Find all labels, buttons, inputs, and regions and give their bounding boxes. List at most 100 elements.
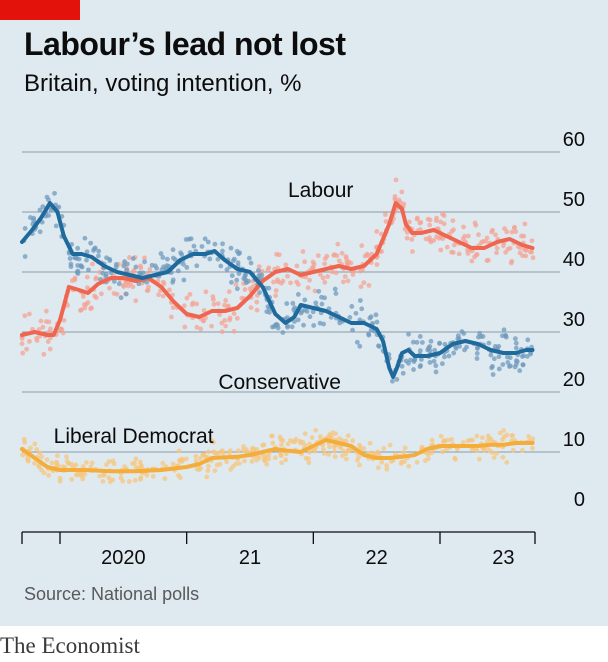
labour-poll-dot	[156, 292, 161, 298]
libdem-poll-dot	[313, 427, 319, 433]
labour-poll-dot	[283, 262, 289, 268]
labour-poll-dot	[322, 261, 328, 267]
labour-poll-dot	[24, 346, 30, 352]
labour-trend-line	[20, 201, 535, 337]
libdem-poll-dot	[500, 454, 506, 460]
libdem-poll-dot	[474, 433, 480, 439]
libdem-poll-dot	[106, 475, 112, 481]
labour-poll-dot	[84, 274, 90, 280]
libdem-poll-dot	[367, 440, 373, 446]
labour-poll-dot	[248, 305, 254, 311]
labour-poll-dot	[428, 239, 434, 245]
labour-poll-dot	[358, 284, 364, 290]
labour-poll-dot	[509, 229, 515, 235]
labour-poll-dot	[417, 227, 423, 232]
conservative-poll-dot	[313, 300, 319, 306]
labour-poll-dot	[479, 240, 484, 245]
conservative-poll-dot	[521, 353, 526, 359]
libdem-poll-dot	[309, 435, 315, 440]
libdem-poll-dot	[526, 434, 532, 439]
conservative-poll-dot	[27, 215, 33, 220]
conservative-poll-dot	[411, 359, 417, 364]
labour-poll-dot	[335, 241, 341, 247]
libdem-poll-dot	[332, 454, 338, 460]
labour-poll-dot	[259, 268, 265, 274]
libdem-poll-dot	[254, 447, 260, 452]
labour-poll-dot	[294, 279, 300, 285]
conservative-poll-dot	[417, 334, 423, 339]
labour-poll-dot	[476, 232, 481, 238]
labour-poll-dot	[147, 267, 153, 272]
labour-poll-dot	[417, 220, 423, 226]
conservative-poll-dot	[500, 333, 505, 339]
labour-poll-dot	[20, 350, 26, 356]
libdem-poll-dot	[200, 452, 205, 458]
y-tick-label: 60	[563, 129, 585, 151]
conservative-poll-dot	[439, 361, 445, 367]
x-tick-label: 2020	[101, 547, 146, 569]
libdem-poll-dot	[298, 440, 304, 446]
libdem-poll-dot	[439, 449, 445, 455]
labour-poll-dot	[231, 311, 237, 316]
labour-poll-dot	[528, 249, 533, 255]
libdem-poll-dot	[473, 446, 479, 452]
labour-poll-dot	[517, 250, 523, 256]
libdem-poll-dot	[242, 458, 247, 464]
libdem-poll-dot	[32, 460, 37, 466]
labour-poll-dot	[392, 196, 398, 202]
conservative-poll-dot	[234, 286, 240, 292]
labour-poll-dot	[233, 282, 239, 287]
conservative-poll-dot	[419, 340, 425, 345]
labour-poll-dot	[58, 326, 63, 332]
libdem-poll-dot	[530, 436, 536, 442]
conservative-poll-dot	[354, 339, 360, 345]
libdem-poll-dot	[46, 472, 52, 478]
conservative-poll-dot	[228, 245, 234, 251]
conservative-poll-dot	[37, 207, 43, 213]
conservative-poll-dot	[292, 305, 298, 311]
conservative-poll-dot	[507, 355, 513, 361]
conservative-poll-dot	[118, 295, 124, 301]
conservative-poll-dot	[525, 337, 531, 343]
labour-poll-dot	[217, 312, 223, 317]
labour-poll-dot	[194, 301, 200, 307]
conservative-poll-dot	[357, 343, 363, 349]
labour-poll-dot	[34, 338, 40, 343]
conservative-poll-dot	[40, 204, 46, 210]
conservative-poll-dot	[373, 312, 379, 318]
libdem-poll-dot	[486, 436, 492, 442]
conservative-poll-dot	[183, 237, 189, 242]
libdem-trend-line	[20, 438, 535, 474]
labour-poll-dot	[339, 250, 345, 256]
conservative-poll-dot	[451, 350, 457, 356]
labour-poll-dot	[305, 285, 311, 291]
conservative-poll-dot	[228, 279, 234, 285]
libdem-poll-dot	[332, 448, 338, 454]
labour-poll-dot	[451, 227, 456, 233]
labour-poll-dot	[508, 260, 514, 266]
libdem-poll-dot	[530, 445, 535, 451]
conservative-poll-dot	[124, 261, 130, 267]
conservative-poll-dot	[82, 235, 88, 241]
conservative-poll-dot	[188, 236, 194, 242]
conservative-poll-dot	[446, 353, 452, 359]
conservative-poll-dot	[456, 336, 462, 341]
conservative-poll-dot	[124, 267, 129, 273]
libdem-poll-dot	[491, 455, 497, 460]
conservative-poll-dot	[488, 352, 494, 358]
labour-poll-dot	[211, 297, 216, 303]
conservative-poll-dot	[319, 301, 325, 307]
labour-poll-dot	[484, 258, 490, 264]
labour-poll-dot	[80, 294, 86, 299]
labour-poll-dot	[461, 224, 466, 230]
labour-poll-dot	[223, 323, 229, 329]
conservative-poll-dot	[53, 223, 59, 229]
conservative-poll-dot	[179, 252, 185, 257]
libdem-poll-dot	[266, 456, 272, 462]
libdem-poll-dot	[320, 446, 326, 452]
conservative-poll-dot	[432, 347, 438, 353]
conservative-poll-dot	[194, 263, 200, 269]
labour-poll-dot	[361, 280, 367, 286]
conservative-poll-dot	[274, 321, 279, 327]
labour-poll-dot	[494, 245, 500, 251]
